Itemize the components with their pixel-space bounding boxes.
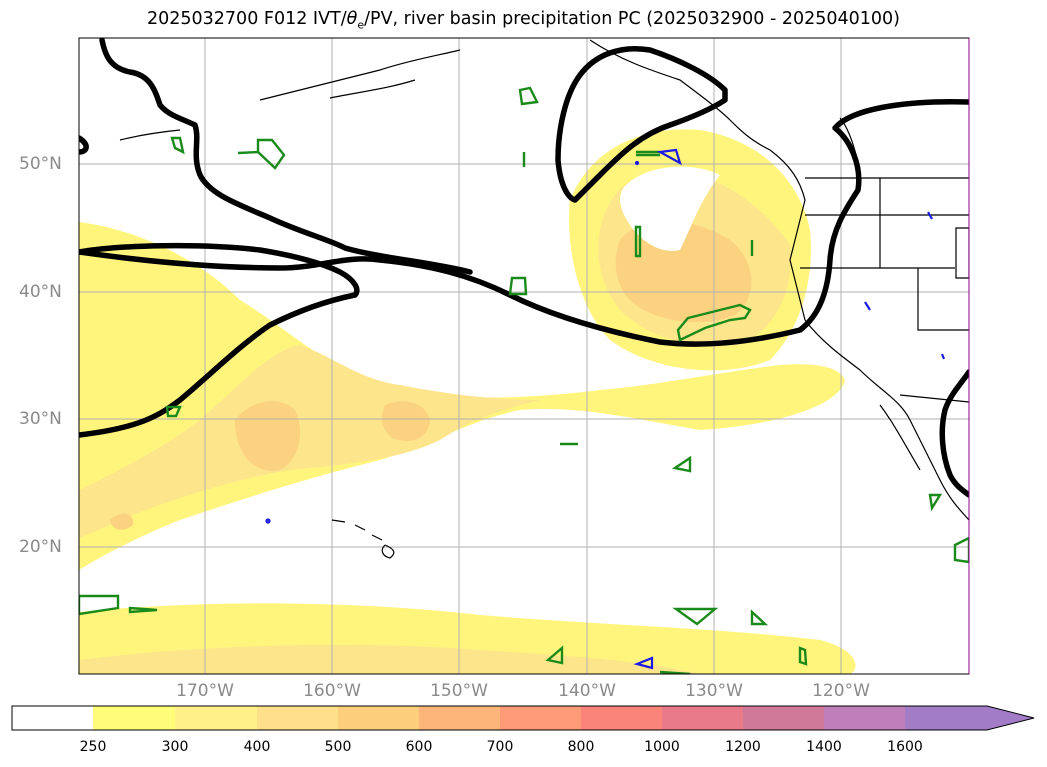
lat-label-50n: 50°N (19, 154, 62, 174)
colorbar-tick-label: 250 (80, 739, 107, 755)
colorbar-tick-label: 1400 (806, 739, 842, 755)
colorbar-tick-label: 600 (406, 739, 433, 755)
lon-label-170w: 170°W (176, 681, 234, 701)
colorbar-tick-label: 500 (325, 739, 352, 755)
lon-label-130w: 130°W (685, 681, 743, 701)
colorbar-tick-label: 800 (568, 739, 595, 755)
lon-label-120w: 120°W (812, 681, 870, 701)
colorbar-tick-label: 1200 (725, 739, 761, 755)
colorbar-tick-label: 1600 (887, 739, 923, 755)
lat-label-40n: 40°N (19, 282, 62, 302)
colorbar-tick-label: 700 (487, 739, 514, 755)
colorbar-tick-label: 1000 (644, 739, 680, 755)
lon-label-140w: 140°W (558, 681, 616, 701)
colorbar-tick-label: 400 (244, 739, 271, 755)
lat-label-20n: 20°N (19, 537, 62, 557)
lon-label-150w: 150°W (430, 681, 488, 701)
lat-label-30n: 30°N (19, 409, 62, 429)
colorbar-tick-label: 300 (162, 739, 189, 755)
lon-label-160w: 160°W (303, 681, 361, 701)
colorbar (12, 706, 1034, 730)
map-plot-area (79, 38, 969, 674)
